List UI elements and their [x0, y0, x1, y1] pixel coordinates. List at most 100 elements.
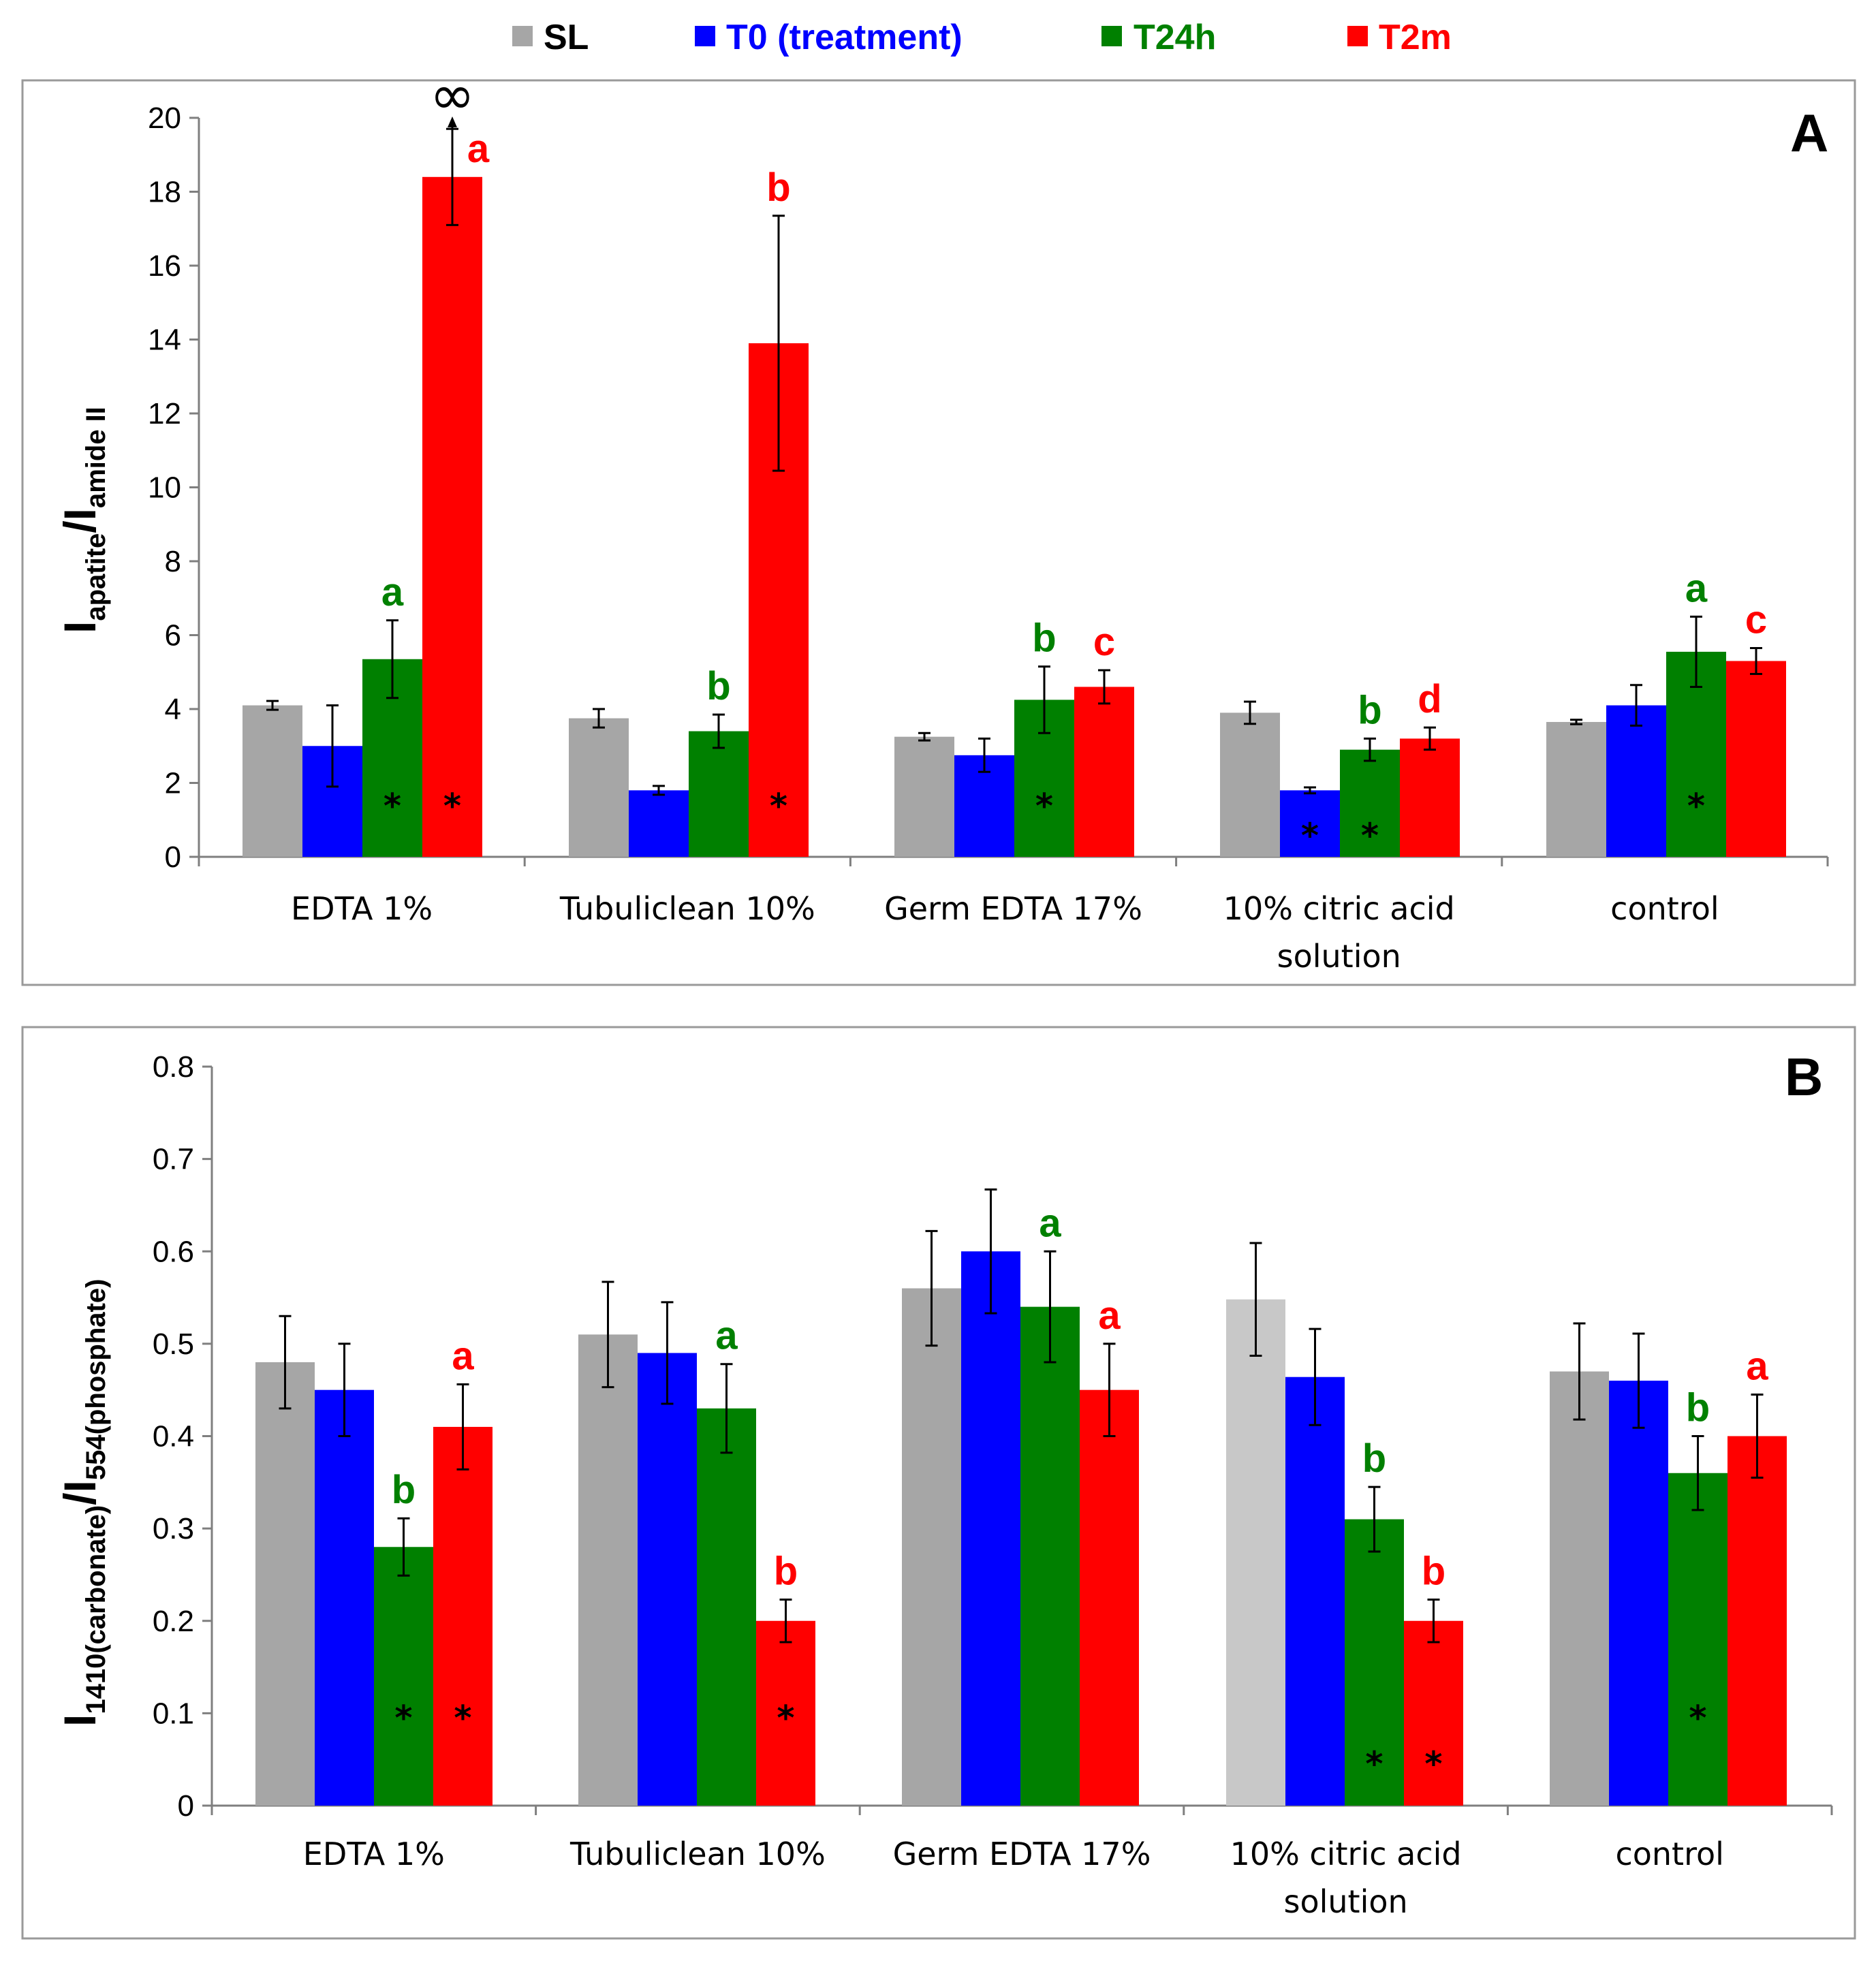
panel-b-y-tick-label: 0.5	[153, 1327, 194, 1361]
panel-a-bar	[629, 790, 689, 857]
panel-b-category-label: Tubuliclean 10%	[569, 1836, 826, 1872]
panel-a-bar	[1726, 661, 1786, 857]
panel-a-significance-letter: b	[1358, 688, 1381, 732]
panel-b-significance-star: *	[1424, 1744, 1442, 1784]
panel-b-significance-letter: a	[715, 1314, 738, 1358]
panel-a-bar	[1220, 712, 1280, 857]
panel-a-significance-star: *	[770, 787, 787, 826]
panel-b-significance-letter: b	[1362, 1436, 1386, 1481]
panel-b-significance-letter: a	[1746, 1344, 1768, 1388]
panel-a-bar	[1340, 749, 1400, 857]
panel-a-bar	[422, 176, 482, 857]
panel-b-bar	[1285, 1377, 1345, 1806]
legend-label-t0: T0 (treatment)	[726, 18, 963, 57]
panel-a-bar	[1400, 738, 1460, 857]
panel-a-significance-star: *	[1687, 787, 1705, 826]
panel-b-significance-star: *	[394, 1698, 412, 1738]
panel-a-category-label: 10% citric acid	[1223, 890, 1455, 927]
panel-a-category-label: control	[1610, 890, 1719, 927]
legend-swatch-t0	[695, 26, 715, 46]
panel-b-bar	[1226, 1299, 1285, 1806]
panel-a-y-tick-label: 0	[165, 840, 181, 874]
panel-b-category-label: 10% citric acid	[1230, 1836, 1462, 1872]
panel-b-y-tick-label: 0.4	[153, 1420, 194, 1453]
panel-b-significance-letter: b	[774, 1550, 798, 1594]
panel-a-y-tick-label: 6	[165, 619, 181, 653]
panel-b-bar	[756, 1620, 815, 1806]
legend-swatch-t2m	[1347, 26, 1368, 46]
panel-a-ylabel-main: I	[54, 621, 105, 633]
panel-a-bar	[894, 736, 954, 857]
panel-b-bar	[255, 1362, 315, 1806]
panel-b-bar	[1668, 1473, 1728, 1806]
panel-b-bar	[1728, 1436, 1787, 1806]
panel-a-significance-letter: d	[1418, 677, 1441, 721]
panel-b-category-label: EDTA 1%	[303, 1836, 445, 1872]
panel-b-bar	[697, 1408, 756, 1806]
panel-b-y-tick-label: 0.6	[153, 1235, 194, 1268]
panel-b-bar	[638, 1353, 697, 1806]
panel-b-bar	[1404, 1620, 1463, 1806]
panel-a-significance-star: *	[1361, 816, 1379, 855]
panel-a-significance-letter: a	[381, 570, 404, 614]
panel-b-category-label: solution	[1284, 1883, 1408, 1920]
panel-b-ylabel-sub1: 1410(carbonate)	[81, 1505, 111, 1714]
panel-b-significance-star: *	[1689, 1698, 1706, 1738]
panel-b-letter: B	[1785, 1047, 1823, 1107]
panel-a-ylabel-sub1: apatite	[81, 533, 111, 621]
panel-a-y-tick-label: 14	[148, 324, 181, 357]
panel-a-plot: 0 2 4 6 8 10 12 14 16 18 20 EDTA 1% Tubuliclean 10% G…	[148, 63, 1829, 975]
panel-b-significance-star: *	[777, 1698, 794, 1738]
panel-a-significance-letter: c	[1093, 620, 1115, 664]
panel-a-letter: A	[1790, 103, 1828, 163]
panel-a-category-label: EDTA 1%	[291, 890, 433, 927]
panel-b-bar	[578, 1334, 638, 1806]
panel-b-y-tick-label: 0.8	[153, 1050, 194, 1084]
panel-a-y-tick-label: 20	[148, 101, 181, 135]
panel-a-significance-star: *	[1301, 816, 1319, 855]
panel-b-category-label: Germ EDTA 17%	[893, 1836, 1151, 1872]
panel-b-bar	[374, 1547, 433, 1806]
panel-b-bar	[902, 1288, 961, 1806]
panel-a-significance-letter: a	[1685, 566, 1708, 610]
panel-a-category-label: Germ EDTA 17%	[884, 890, 1142, 927]
panel-a-y-tick-label: 16	[148, 249, 181, 283]
panel-b-significance-letter: a	[452, 1334, 474, 1379]
panel-a-bar	[1546, 721, 1606, 857]
panel-a-significance-star: *	[1035, 787, 1053, 826]
panel-b-ylabel-sub2: 554(phosphate)	[81, 1279, 111, 1481]
legend-swatch-t24h	[1101, 26, 1122, 46]
panel-b-bar	[1080, 1389, 1139, 1806]
panel-a-significance-letter: a	[467, 127, 490, 171]
panel-b-ylabel-mid: /I	[54, 1480, 105, 1505]
panel-a-y-tick-label: 2	[165, 767, 181, 800]
panel-b-bar	[1020, 1306, 1080, 1806]
legend-label-t24h: T24h	[1134, 18, 1216, 57]
panel-b-bar	[1609, 1381, 1668, 1806]
panel-a-bar	[689, 731, 749, 857]
panel-b-significance-star: *	[1365, 1744, 1383, 1784]
panel-b-y-tick-label: 0.3	[153, 1512, 194, 1545]
panel-b-y-tick-label: 0	[178, 1789, 194, 1823]
panel-a-y-axis-title: Iapatite/Iamide II	[54, 407, 111, 633]
panel-a-significance-letter: c	[1745, 597, 1767, 642]
panel-a-bar	[243, 705, 302, 857]
panel-a-category-label: Tubuliclean 10%	[559, 890, 815, 927]
legend-label-sl: SL	[544, 18, 589, 57]
panel-a-bar	[1606, 705, 1666, 857]
panel-b-y-tick-label: 0.1	[153, 1697, 194, 1730]
panel-b-y-axis-title: I1410(carbonate)/I554(phosphate)	[54, 1279, 111, 1727]
panel-b-significance-star: *	[454, 1698, 471, 1738]
panel-a-y-tick-label: 10	[148, 471, 181, 505]
panel-a-bar	[1074, 687, 1134, 857]
panel-b-plot: 0 0.1 0.2 0.3 0.4 0.5 0.6 0.7 0.8 EDTA 1% Tubulicl…	[153, 1050, 1833, 1920]
panel-a-bar	[1280, 790, 1340, 857]
panel-b-significance-letter: b	[392, 1468, 416, 1512]
panel-a-ylabel-mid: /I	[54, 508, 105, 533]
legend-label-t2m: T2m	[1379, 18, 1452, 57]
panel-a-ylabel-sub2: amide II	[81, 407, 111, 508]
panel-b-category-label: control	[1615, 1836, 1723, 1872]
panel-a-significance-star: *	[443, 787, 461, 826]
panel-b-bar	[1550, 1371, 1609, 1806]
